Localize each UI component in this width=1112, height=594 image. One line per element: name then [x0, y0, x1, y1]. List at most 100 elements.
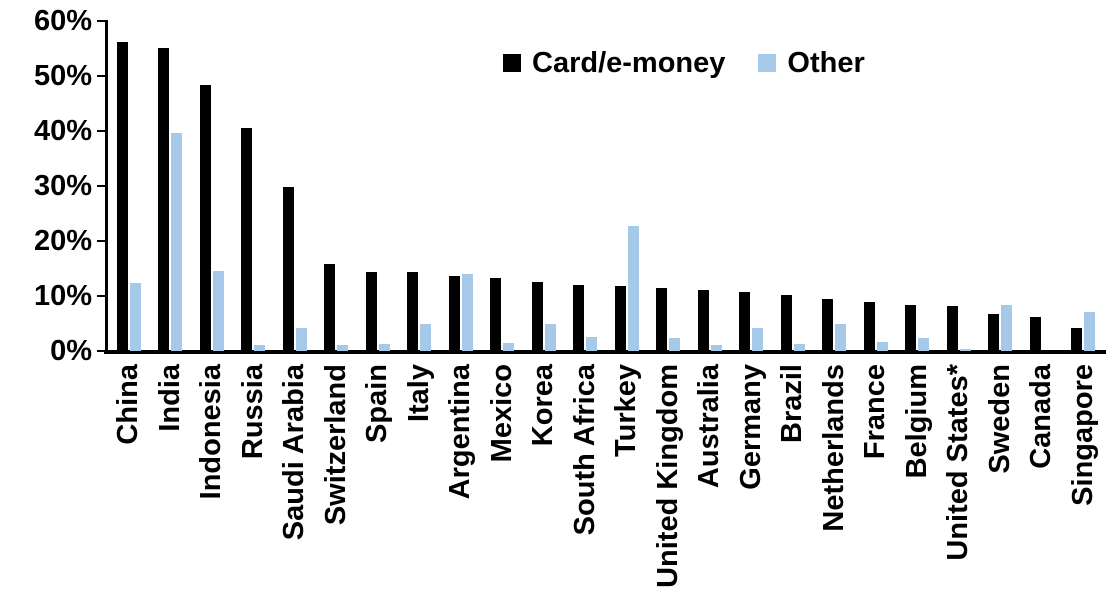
x-axis-label-cell: Russia	[233, 364, 275, 590]
bar-group	[938, 21, 980, 351]
x-axis-category-label: Turkey	[610, 364, 643, 457]
x-axis-label-cell: Italy	[399, 364, 441, 590]
other-bar	[876, 342, 888, 351]
bar-group	[731, 21, 773, 351]
bar-group	[108, 21, 150, 351]
y-axis-tick-label: 50%	[33, 60, 92, 92]
card-emoney-bar	[822, 299, 834, 351]
x-axis-category-label: Indonesia	[195, 364, 228, 500]
x-axis-category-label: South Africa	[568, 364, 601, 536]
y-axis-tick-mark	[97, 75, 107, 77]
card-emoney-bar	[531, 282, 543, 351]
x-axis-category-label: Italy	[402, 364, 435, 423]
x-axis-label-cell: United Kingdom	[648, 364, 690, 590]
other-bar	[835, 324, 847, 351]
other-bar	[129, 283, 141, 351]
card-emoney-bar	[282, 187, 294, 351]
x-axis-category-label: China	[112, 364, 145, 445]
card-emoney-bar	[614, 286, 626, 351]
card-emoney-bar	[780, 295, 792, 351]
y-axis-tick-mark	[97, 185, 107, 187]
card-emoney-bar	[158, 48, 170, 351]
x-axis-category-label: Australia	[693, 364, 726, 489]
other-bar	[1001, 305, 1013, 351]
bar-group	[440, 21, 482, 351]
bar-group	[482, 21, 524, 351]
card-emoney-bar	[739, 292, 751, 351]
x-axis-label-cell: Australia	[689, 364, 731, 590]
x-axis-label-cell: Turkey	[606, 364, 648, 590]
bar-group	[357, 21, 399, 351]
other-bar	[752, 328, 764, 351]
x-axis-category-label: Brazil	[776, 364, 809, 443]
x-axis-label-cell: Switzerland	[316, 364, 358, 590]
card-emoney-bar	[324, 264, 336, 351]
x-axis-category-label: Argentina	[444, 364, 477, 500]
other-bar	[710, 345, 722, 351]
y-axis-tick-label: 30%	[33, 170, 92, 202]
x-axis-label-cell: South Africa	[565, 364, 607, 590]
card-emoney-bar	[573, 285, 585, 351]
x-axis-category-label: France	[859, 364, 892, 460]
card-emoney-bar	[988, 314, 1000, 351]
y-axis-tick-label: 60%	[33, 5, 92, 37]
x-axis-category-label: Spain	[361, 364, 394, 443]
x-axis-label-cell: United States*	[938, 364, 980, 590]
x-axis-category-label: Canada	[1025, 364, 1058, 469]
y-axis-tick-mark	[97, 240, 107, 242]
card-emoney-bar	[365, 272, 377, 351]
bar-group	[233, 21, 275, 351]
card-emoney-bar	[241, 128, 253, 351]
bar-group	[523, 21, 565, 351]
y-axis-tick-mark	[97, 20, 107, 22]
bar-group	[648, 21, 690, 351]
card-emoney-bar	[490, 278, 502, 351]
card-emoney-bar	[1071, 328, 1083, 351]
x-axis-label-cell: Mexico	[482, 364, 524, 590]
x-axis-category-label: Korea	[527, 364, 560, 447]
y-axis-tick-label: 40%	[33, 115, 92, 147]
x-axis-line	[104, 350, 1106, 354]
x-axis-labels: China India Indonesia Russia Saudi Arabia Swi…	[108, 364, 1104, 590]
bar-group	[316, 21, 358, 351]
other-bar	[420, 324, 432, 351]
x-axis-label-cell: China	[108, 364, 150, 590]
bar-group	[606, 21, 648, 351]
legend-label-card-emoney: Card/e-money	[532, 47, 726, 79]
bar-group	[897, 21, 939, 351]
x-axis-label-cell: Canada	[1021, 364, 1063, 590]
bar-group	[150, 21, 192, 351]
card-emoney-bar	[448, 276, 460, 351]
x-axis-category-label: India	[153, 364, 186, 432]
other-bar	[378, 344, 390, 351]
card-emoney-bar	[199, 85, 211, 351]
x-axis-label-cell: Argentina	[440, 364, 482, 590]
card-emoney-bar	[697, 290, 709, 351]
other-bar	[669, 338, 681, 351]
other-bar	[959, 349, 971, 351]
card-emoney-bar	[656, 288, 668, 351]
other-bar	[627, 226, 639, 351]
card-emoney-bar	[1029, 317, 1041, 351]
bar-group	[191, 21, 233, 351]
bar-group	[399, 21, 441, 351]
x-axis-label-cell: Korea	[523, 364, 565, 590]
x-axis-label-cell: Brazil	[772, 364, 814, 590]
plot-area	[108, 21, 1104, 351]
x-axis-category-label: United Kingdom	[651, 364, 684, 588]
x-axis-category-label: Sweden	[983, 364, 1016, 474]
other-bar	[503, 343, 515, 351]
other-bar	[337, 345, 349, 351]
other-bar	[586, 337, 598, 351]
x-axis-label-cell: Netherlands	[814, 364, 856, 590]
legend-label-other: Other	[787, 47, 865, 79]
y-axis-tick-mark	[97, 350, 107, 352]
x-axis-category-label: Singapore	[1066, 364, 1099, 506]
y-axis-tick-label: 10%	[33, 280, 92, 312]
x-axis-category-label: United States*	[942, 364, 975, 561]
other-swatch-icon	[758, 54, 777, 72]
bar-group	[772, 21, 814, 351]
legend-item-card-emoney: Card/e-money	[503, 47, 725, 79]
other-bar	[212, 271, 224, 351]
other-bar	[1084, 312, 1096, 351]
